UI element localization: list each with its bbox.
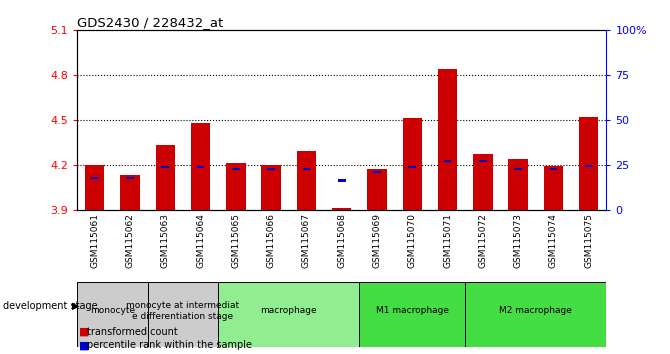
Bar: [197, 166, 204, 168]
Text: GSM115066: GSM115066: [267, 213, 275, 268]
Bar: [191, 123, 210, 210]
Bar: [261, 165, 281, 210]
Text: GSM115075: GSM115075: [584, 213, 593, 268]
Bar: [585, 165, 592, 167]
Bar: [226, 163, 245, 210]
Bar: [438, 69, 457, 210]
Text: transformed count: transformed count: [87, 327, 178, 337]
Bar: [367, 169, 387, 210]
Bar: [359, 281, 465, 347]
Text: GSM115070: GSM115070: [408, 213, 417, 268]
Bar: [161, 166, 169, 168]
Text: GSM115069: GSM115069: [373, 213, 381, 268]
Bar: [515, 167, 522, 170]
Bar: [409, 166, 416, 168]
Bar: [332, 208, 351, 210]
Bar: [232, 167, 240, 170]
Bar: [267, 167, 275, 170]
Text: macrophage: macrophage: [261, 307, 317, 315]
Bar: [155, 145, 175, 210]
Bar: [218, 281, 359, 347]
Text: development stage: development stage: [3, 301, 98, 311]
Bar: [549, 167, 557, 170]
Bar: [85, 165, 105, 210]
Bar: [373, 171, 381, 173]
Bar: [126, 177, 134, 179]
Bar: [147, 281, 218, 347]
Text: ■: ■: [79, 327, 90, 337]
Bar: [509, 159, 528, 210]
Text: ■: ■: [79, 340, 90, 350]
Text: GSM115071: GSM115071: [443, 213, 452, 268]
Text: GSM115067: GSM115067: [302, 213, 311, 268]
Bar: [297, 152, 316, 210]
Text: monocyte at intermediat
e differentiation stage: monocyte at intermediat e differentiatio…: [127, 301, 239, 321]
Text: GSM115062: GSM115062: [125, 213, 135, 268]
Text: GSM115074: GSM115074: [549, 213, 558, 268]
Text: GSM115068: GSM115068: [337, 213, 346, 268]
Bar: [579, 117, 598, 210]
Bar: [444, 160, 452, 162]
Bar: [403, 119, 422, 210]
Text: GSM115065: GSM115065: [231, 213, 241, 268]
Text: M1 macrophage: M1 macrophage: [376, 307, 449, 315]
Bar: [77, 281, 147, 347]
Bar: [479, 160, 486, 162]
Bar: [465, 281, 606, 347]
Bar: [544, 166, 563, 210]
Text: M2 macrophage: M2 macrophage: [499, 307, 572, 315]
Text: GSM115061: GSM115061: [90, 213, 99, 268]
Bar: [338, 179, 346, 182]
Bar: [91, 177, 98, 179]
Bar: [121, 175, 139, 210]
Text: ▶: ▶: [72, 301, 80, 311]
Bar: [473, 154, 492, 210]
Text: GDS2430 / 228432_at: GDS2430 / 228432_at: [77, 16, 223, 29]
Text: monocyte: monocyte: [90, 307, 135, 315]
Bar: [303, 167, 310, 170]
Text: GSM115072: GSM115072: [478, 213, 487, 268]
Text: GSM115064: GSM115064: [196, 213, 205, 268]
Text: percentile rank within the sample: percentile rank within the sample: [87, 340, 252, 350]
Text: GSM115063: GSM115063: [161, 213, 170, 268]
Text: GSM115073: GSM115073: [514, 213, 523, 268]
